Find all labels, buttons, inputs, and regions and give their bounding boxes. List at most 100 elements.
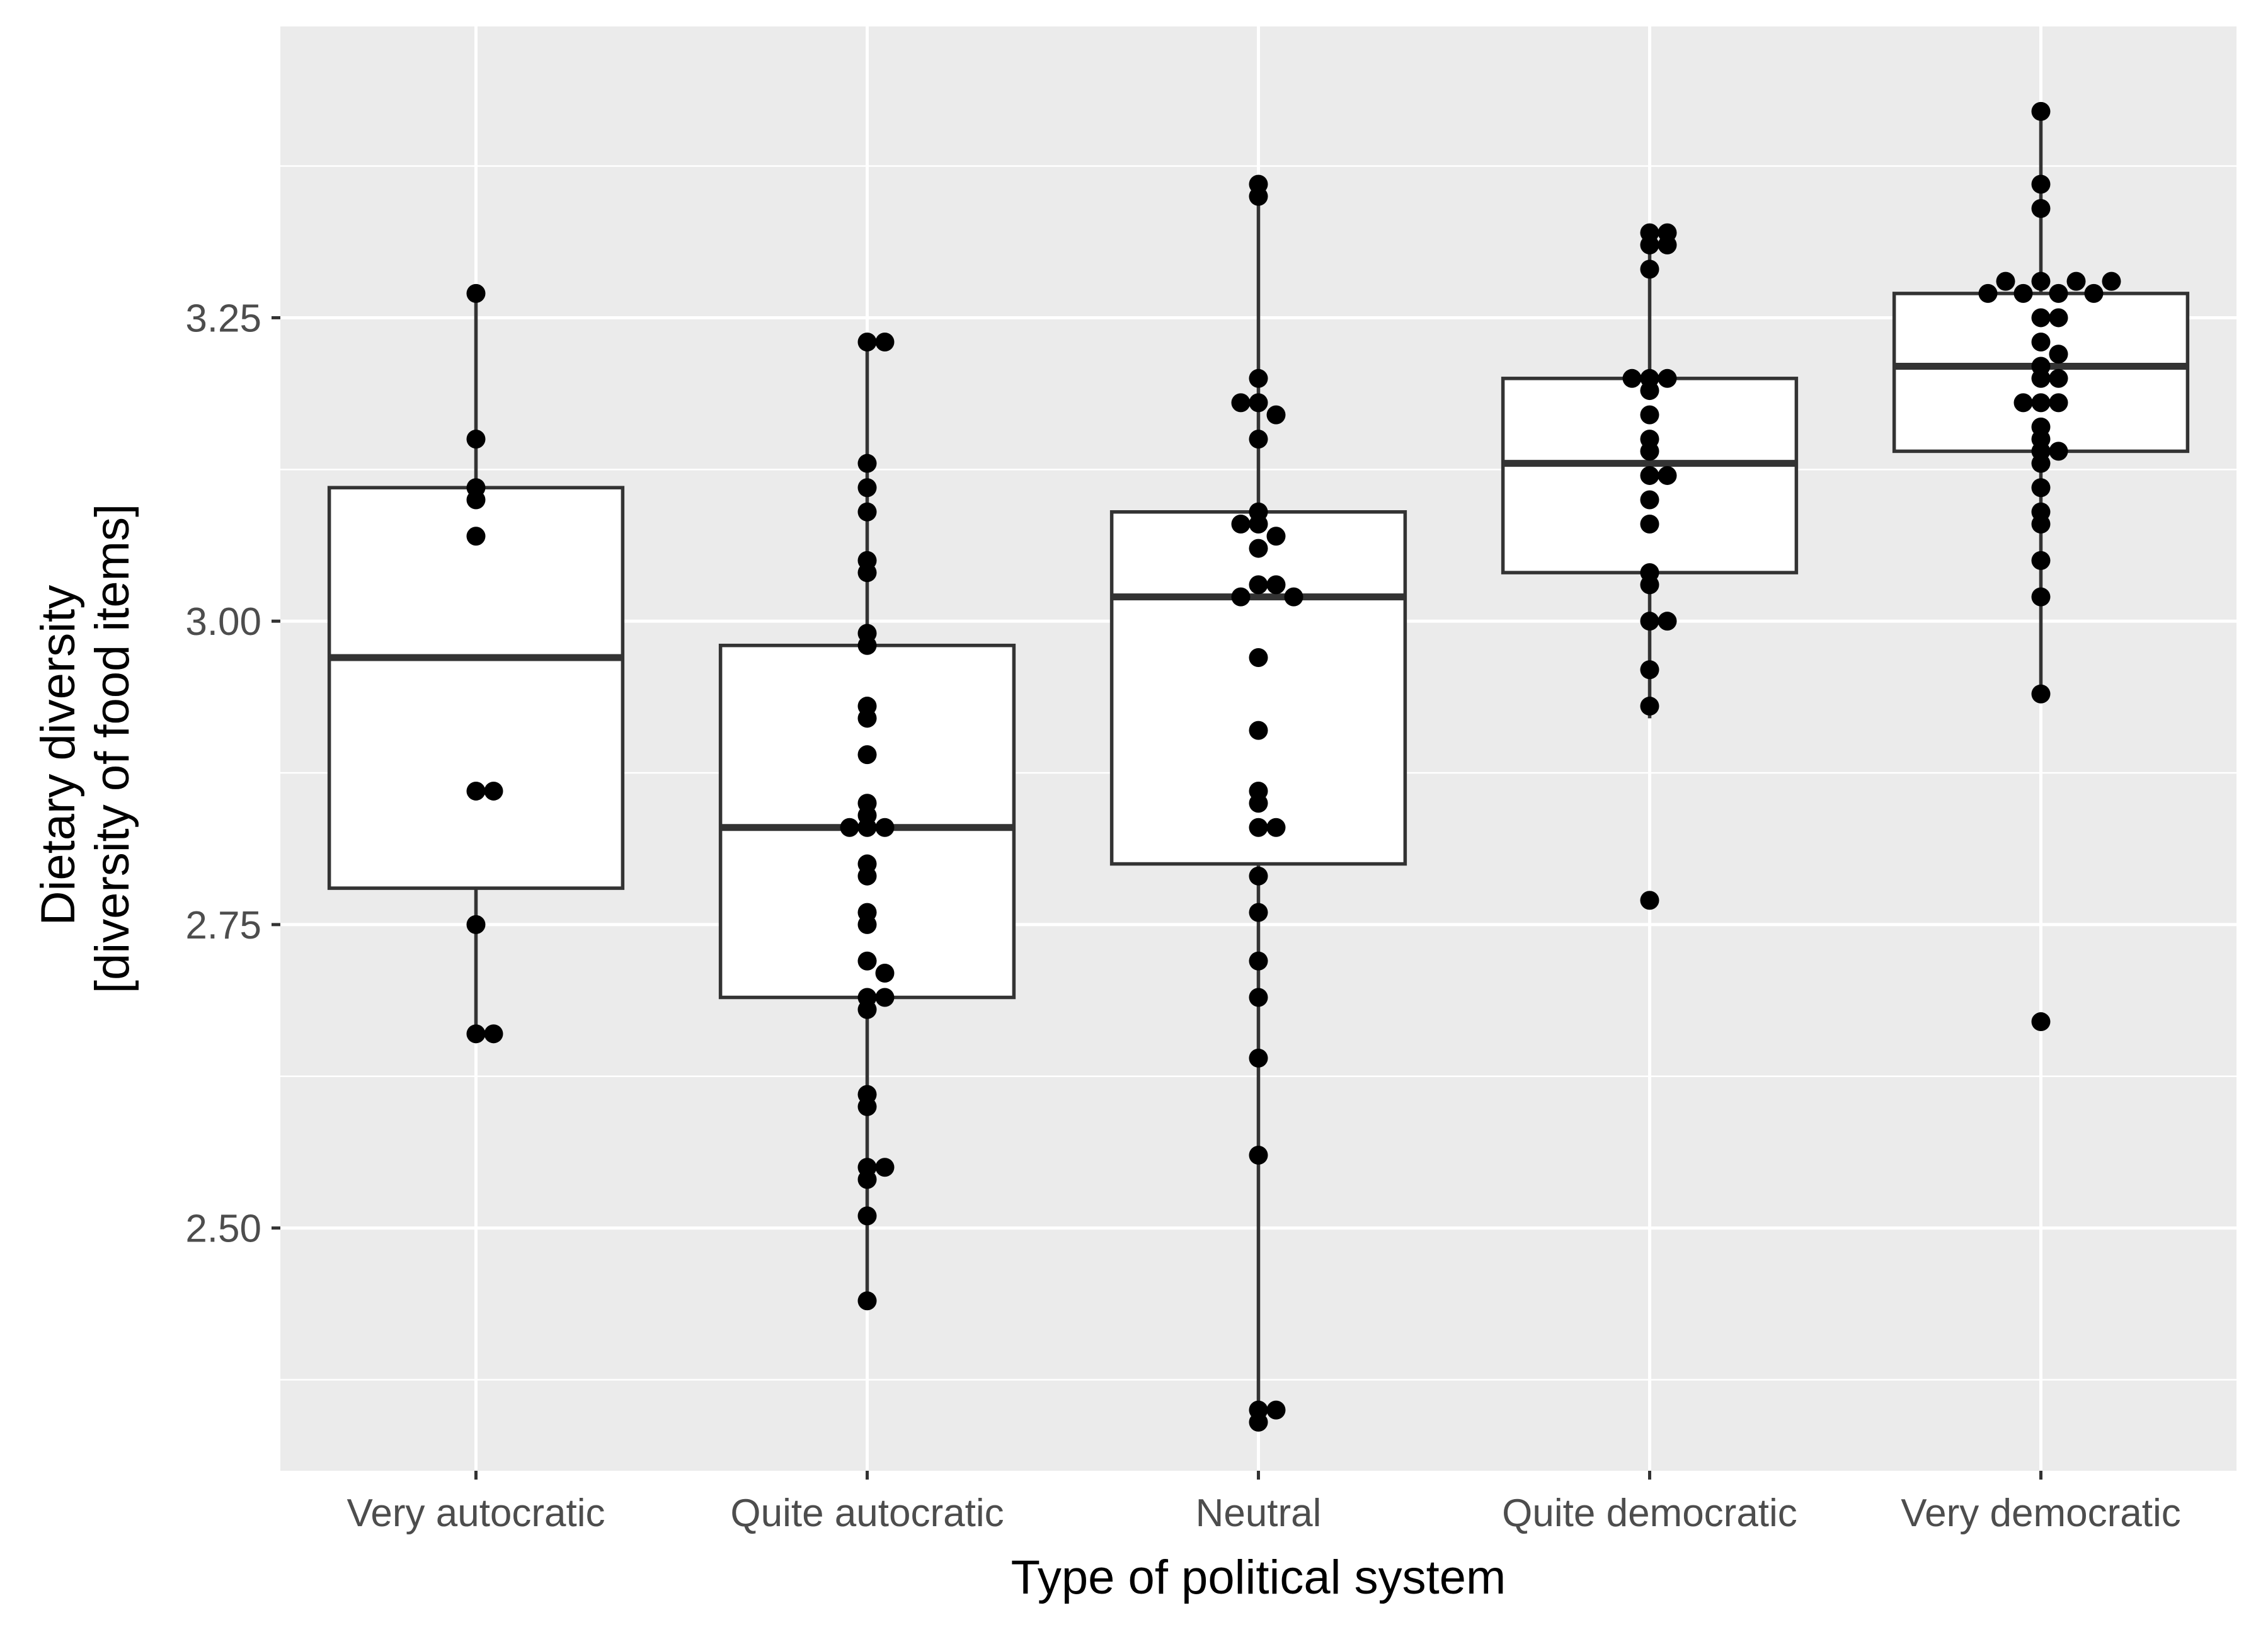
data-point <box>1231 393 1251 413</box>
data-point <box>857 478 877 498</box>
axis-tick-labels: 2.50 2.75 3.00 3.25 Very autocratic Quite aut… <box>185 297 2180 1535</box>
data-point <box>2031 308 2051 328</box>
data-point <box>2049 308 2068 328</box>
data-point <box>466 781 486 801</box>
data-point <box>875 818 895 837</box>
data-point <box>2031 332 2051 351</box>
data-point <box>1249 818 1268 837</box>
point-group <box>1622 223 1677 910</box>
data-point <box>466 527 486 546</box>
data-point <box>1249 515 1268 534</box>
data-point <box>1266 405 1286 425</box>
data-point <box>1640 235 1659 254</box>
y-tick-label: 3.25 <box>185 297 261 340</box>
data-point <box>2049 368 2068 388</box>
data-point <box>1622 368 1642 388</box>
data-point <box>2013 393 2033 413</box>
data-point <box>2066 271 2086 291</box>
data-point <box>1249 721 1268 740</box>
x-tick-label: Very democratic <box>1901 1492 2181 1535</box>
data-point <box>1249 988 1268 1007</box>
data-point <box>1249 539 1268 558</box>
x-tick-label: Quite autocratic <box>730 1492 1004 1535</box>
y-axis-title-line-2: [diversity of food items] <box>86 504 139 993</box>
point-group <box>840 332 895 1311</box>
data-point <box>1249 903 1268 922</box>
data-point <box>2049 283 2068 303</box>
axis-ticks <box>272 316 2042 1480</box>
data-point <box>466 915 486 934</box>
y-tick-label: 2.75 <box>185 904 261 947</box>
y-axis-title: Dietary diversity [diversity of food ite… <box>32 504 139 993</box>
data-point <box>857 806 877 825</box>
data-point <box>1266 818 1286 837</box>
data-point <box>1249 1412 1268 1432</box>
data-point <box>466 283 486 303</box>
data-point <box>1640 442 1659 461</box>
data-point <box>1249 951 1268 971</box>
data-point <box>2031 502 2051 522</box>
data-point <box>857 454 877 473</box>
data-point <box>1658 465 1677 485</box>
data-point <box>857 951 877 971</box>
data-point <box>857 332 877 351</box>
x-axis-title: Type of political system <box>1011 1551 1506 1604</box>
data-point <box>1249 1048 1268 1068</box>
data-point <box>1640 575 1659 595</box>
data-point <box>857 502 877 522</box>
data-point <box>875 963 895 983</box>
data-point <box>2031 454 2051 473</box>
data-point <box>857 1097 877 1116</box>
data-point <box>1640 612 1659 631</box>
data-point <box>857 745 877 765</box>
data-point <box>857 915 877 934</box>
data-point <box>466 490 486 510</box>
data-point <box>1658 368 1677 388</box>
data-point <box>1249 1146 1268 1165</box>
data-point <box>1249 174 1268 194</box>
data-point <box>1640 490 1659 510</box>
data-point <box>1249 368 1268 388</box>
data-point <box>1249 648 1268 667</box>
data-point <box>2031 684 2051 704</box>
data-point <box>484 1024 503 1044</box>
data-point <box>2049 345 2068 364</box>
data-point <box>857 563 877 583</box>
data-point <box>1266 575 1286 595</box>
data-point <box>2031 199 2051 219</box>
data-point <box>1249 866 1268 886</box>
data-point <box>1266 1400 1286 1420</box>
point-group <box>466 283 503 1044</box>
data-point <box>2031 478 2051 498</box>
data-point <box>2013 283 2033 303</box>
point-layer <box>466 101 2121 1432</box>
data-point <box>857 1000 877 1019</box>
point-group <box>1978 101 2121 1032</box>
data-point <box>1640 697 1659 716</box>
data-point <box>2031 101 2051 121</box>
data-point <box>2031 271 2051 291</box>
data-point <box>857 854 877 874</box>
data-point <box>1231 515 1251 534</box>
data-point <box>1249 794 1268 813</box>
data-point <box>2049 393 2068 413</box>
y-tick-label: 3.00 <box>185 600 261 644</box>
data-point <box>1640 381 1659 401</box>
point-group <box>1231 174 1303 1432</box>
data-point <box>2031 551 2051 570</box>
data-point <box>857 709 877 728</box>
data-point <box>2031 587 2051 607</box>
data-point <box>2084 283 2104 303</box>
data-point <box>857 636 877 655</box>
data-point <box>1658 223 1677 243</box>
data-point <box>1249 430 1268 449</box>
data-point <box>2102 271 2121 291</box>
data-point <box>466 1024 486 1044</box>
y-tick-label: 2.50 <box>185 1207 261 1251</box>
x-tick-label: Neutral <box>1196 1492 1322 1535</box>
data-point <box>2031 174 2051 194</box>
data-point <box>1266 527 1286 546</box>
data-point <box>1640 465 1659 485</box>
data-point <box>857 1170 877 1189</box>
